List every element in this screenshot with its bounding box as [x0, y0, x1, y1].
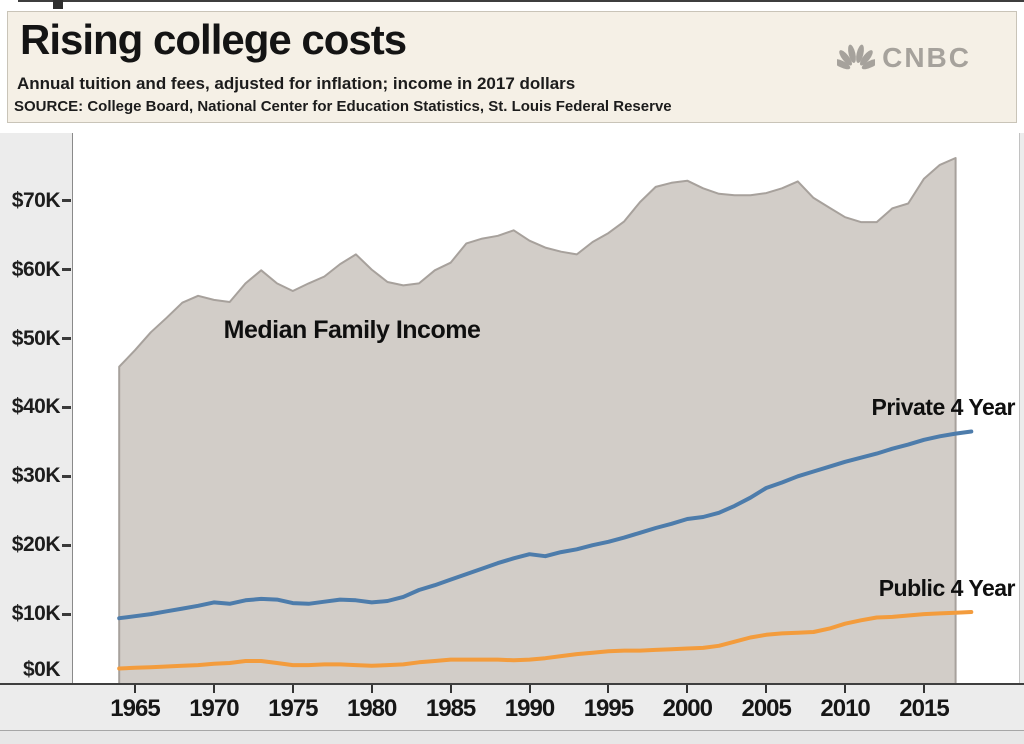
public-4year-label: Public 4 Year — [878, 575, 1016, 601]
x-tick-label: 1980 — [346, 695, 397, 722]
bottom-strip — [0, 731, 1024, 744]
x-axis: 1965 1970 1975 1980 1985 1990 1995 2000 2005 2010… — [0, 683, 1024, 730]
x-tick-label: 1970 — [189, 695, 239, 722]
y-tick-label: $20K — [11, 533, 61, 557]
y-tick-mark — [62, 405, 71, 409]
x-tick-label: 1985 — [425, 695, 476, 722]
x-tick-mark — [686, 685, 689, 693]
y-tick-label: $0K — [22, 658, 61, 681]
window-edge-line — [18, 0, 1024, 2]
x-tick-mark — [607, 685, 610, 693]
x-tick-mark — [765, 685, 768, 693]
y-tick-label: $40K — [11, 395, 61, 419]
x-tick-mark — [844, 685, 847, 693]
y-tick-label: $30K — [11, 464, 61, 488]
y-axis: $70K $60K $50K $40K $30K $20K $10K $0K — [0, 133, 72, 683]
y-tick-mark — [62, 612, 71, 616]
median-income-area — [119, 158, 956, 683]
y-tick-mark — [62, 199, 71, 203]
median-income-label: Median Family Income — [223, 316, 481, 344]
x-tick-label: 1990 — [504, 695, 555, 722]
cnbc-logo-text: CNBC — [882, 42, 971, 73]
y-tick-mark — [62, 543, 71, 547]
x-tick-mark — [449, 685, 452, 693]
chart-canvas — [117, 157, 974, 683]
y-tick-label: $70K — [11, 188, 61, 212]
public-4year-line — [117, 610, 974, 671]
cnbc-logo: CNBC — [837, 42, 971, 74]
x-tick-label: 2015 — [899, 695, 949, 722]
y-tick-mark — [62, 337, 71, 340]
chart-subtitle: Annual tuition and fees, adjusted for in… — [17, 74, 576, 93]
y-tick-mark — [62, 268, 71, 272]
y-axis-line — [72, 133, 73, 683]
chart-header: Rising college costs Annual tuition and … — [7, 11, 1017, 123]
x-tick-label: 1965 — [110, 695, 160, 722]
x-tick-label: 2005 — [741, 695, 791, 722]
x-tick-mark — [923, 685, 925, 693]
y-tick-label: $50K — [11, 326, 61, 350]
private-4year-line — [117, 429, 974, 621]
x-tick-mark — [134, 685, 136, 693]
x-tick-mark — [212, 685, 215, 693]
x-tick-label: 1975 — [268, 695, 318, 722]
y-tick-mark — [62, 474, 71, 478]
y-tick-label: $10K — [11, 602, 61, 626]
x-tick-mark — [370, 685, 373, 693]
private-4year-label: Private 4 Year — [871, 394, 1016, 420]
x-tick-label: 2010 — [820, 695, 870, 722]
x-tick-label: 2000 — [662, 695, 713, 722]
x-tick-mark — [528, 685, 531, 693]
chart-source: SOURCE: College Board, National Center f… — [14, 98, 672, 115]
bottom-rule — [0, 730, 1024, 731]
y-tick-label: $60K — [11, 257, 61, 281]
window-edge-tick — [53, 0, 63, 9]
median-income-area-edge — [118, 157, 957, 683]
chart-title: Rising college costs — [20, 16, 407, 63]
plot-area: Median Family Income Private 4 Year Publ… — [72, 133, 1019, 683]
x-tick-mark — [291, 685, 294, 693]
nbc-peacock-icon — [837, 44, 876, 70]
x-tick-label: 1995 — [583, 695, 634, 722]
plot-right-border — [1019, 133, 1020, 683]
chart-region: Median Family Income Private 4 Year Publ… — [0, 133, 1024, 744]
